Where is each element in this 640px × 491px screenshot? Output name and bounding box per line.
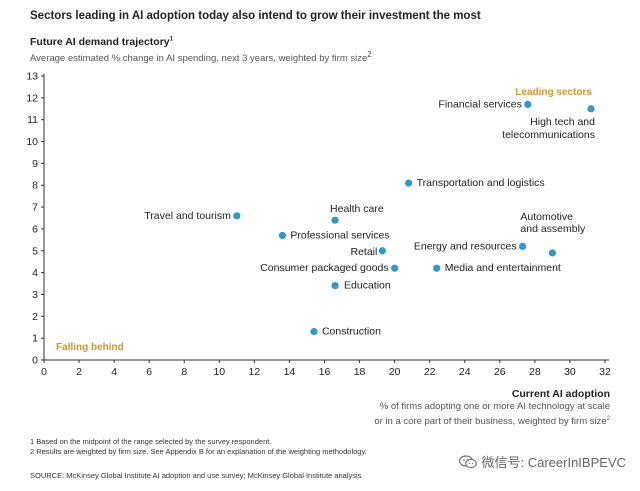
x-tick-label: 18 [354, 366, 366, 378]
data-point [405, 179, 413, 187]
x-tick-label: 14 [284, 366, 296, 378]
data-point [278, 231, 287, 240]
y-tick-label: 13 [26, 71, 38, 83]
y-axis-subtitle-footnote-mark: 2 [367, 50, 372, 59]
y-tick-label: 11 [27, 114, 38, 126]
data-point-label: High tech and telecommunications [502, 116, 595, 141]
y-axis-title-text: Future AI demand trajectory [30, 36, 170, 48]
y-tick-label: 3 [32, 289, 38, 301]
x-tick-label: 32 [599, 366, 611, 378]
data-point-label: Travel and tourism [144, 210, 231, 222]
annotation-label: Leading sectors [515, 87, 592, 98]
y-tick-label: 7 [32, 202, 38, 214]
x-tick-label: 24 [459, 366, 471, 378]
data-point-label: Education [344, 280, 391, 292]
y-axis-subtitle: Average estimated % change in AI spendin… [30, 50, 372, 64]
x-axis-subtitle: % of firms adopting one or more AI techn… [290, 401, 610, 428]
data-point [310, 328, 318, 336]
x-tick-label: 2 [76, 366, 82, 378]
y-tick-label: 0 [32, 355, 38, 367]
y-tick-label: 5 [32, 245, 38, 257]
x-tick-label: 0 [41, 366, 47, 378]
data-point-label: Health care [330, 203, 384, 215]
data-point [391, 264, 399, 272]
watermark-text: 微信号: CareerInIBPEVC [481, 455, 627, 470]
data-point [331, 216, 339, 224]
y-tick-label: 2 [32, 311, 38, 323]
data-point [233, 212, 241, 220]
data-point-label: Professional services [290, 229, 389, 241]
wechat-icon [458, 454, 477, 468]
data-point-label: Retail [350, 246, 377, 258]
y-axis-subtitle-text: Average estimated % change in AI spendin… [30, 53, 368, 65]
x-tick-label: 22 [424, 366, 436, 378]
x-tick-label: 26 [494, 366, 506, 378]
data-point-label-line: telecommunications [502, 129, 595, 141]
data-point [548, 249, 557, 257]
x-tick-label: 10 [213, 366, 225, 378]
data-point-label-line: High tech and [530, 116, 595, 128]
y-axis-title-footnote-mark: 1 [169, 36, 173, 43]
x-tick-label: 8 [181, 366, 187, 378]
annotation-label: Falling behind [56, 342, 124, 353]
x-tick-label: 16 [319, 366, 331, 378]
data-point-label: Transportation and logistics [417, 177, 545, 189]
x-tick-label: 6 [146, 366, 152, 378]
x-axis-title: Current AI adoption [511, 388, 610, 400]
x-tick-label: 30 [564, 366, 576, 378]
data-point [524, 100, 532, 108]
y-tick-label: 12 [26, 92, 38, 104]
data-point [433, 264, 441, 272]
data-point-label: Consumer packaged goods [260, 262, 388, 274]
data-point [587, 105, 595, 113]
data-point [519, 242, 527, 250]
footnote-1: 1 Based on the midpoint of the range sel… [30, 437, 272, 446]
data-point-label: Energy and resources [414, 240, 517, 252]
x-axis-subtitle-line2: or in a core part of their business, wei… [290, 413, 610, 428]
y-tick-label: 6 [32, 223, 38, 235]
y-tick-label: 10 [26, 136, 38, 148]
x-tick-label: 20 [389, 366, 401, 378]
chart-title: Sectors leading in AI adoption today als… [30, 10, 481, 22]
watermark: 微信号: CareerInIBPEVC [458, 452, 627, 471]
footnote-2: 2 Results are weighted by firm size. See… [30, 447, 367, 456]
y-tick-label: 9 [32, 158, 38, 170]
data-point-label-line: Automotive [520, 211, 573, 223]
data-point [378, 247, 386, 255]
data-point-label-line: and assembly [520, 223, 586, 235]
x-axis-subtitle-line1: % of firms adopting one or more AI techn… [379, 401, 610, 412]
y-tick-label: 1 [32, 333, 38, 345]
source-note: SOURCE: McKinsey Global Institute AI ado… [30, 471, 362, 480]
data-point-label: Construction [322, 326, 381, 338]
x-axis-subtitle-footnote-mark: 2 [606, 416, 610, 422]
x-tick-label: 28 [529, 366, 541, 378]
y-tick-label: 4 [32, 267, 38, 279]
data-point-label: Automotive and assembly [520, 211, 586, 235]
x-tick-label: 12 [249, 366, 261, 378]
y-axis-title: Future AI demand trajectory1 [30, 36, 173, 48]
data-point-label: Media and entertainment [445, 262, 561, 274]
x-tick-label: 4 [111, 366, 117, 378]
y-tick-label: 8 [32, 180, 38, 192]
data-point-label: Financial services [438, 98, 521, 110]
x-axis-subtitle-line2-text: or in a core part of their business, wei… [374, 416, 607, 428]
data-point [331, 282, 339, 290]
